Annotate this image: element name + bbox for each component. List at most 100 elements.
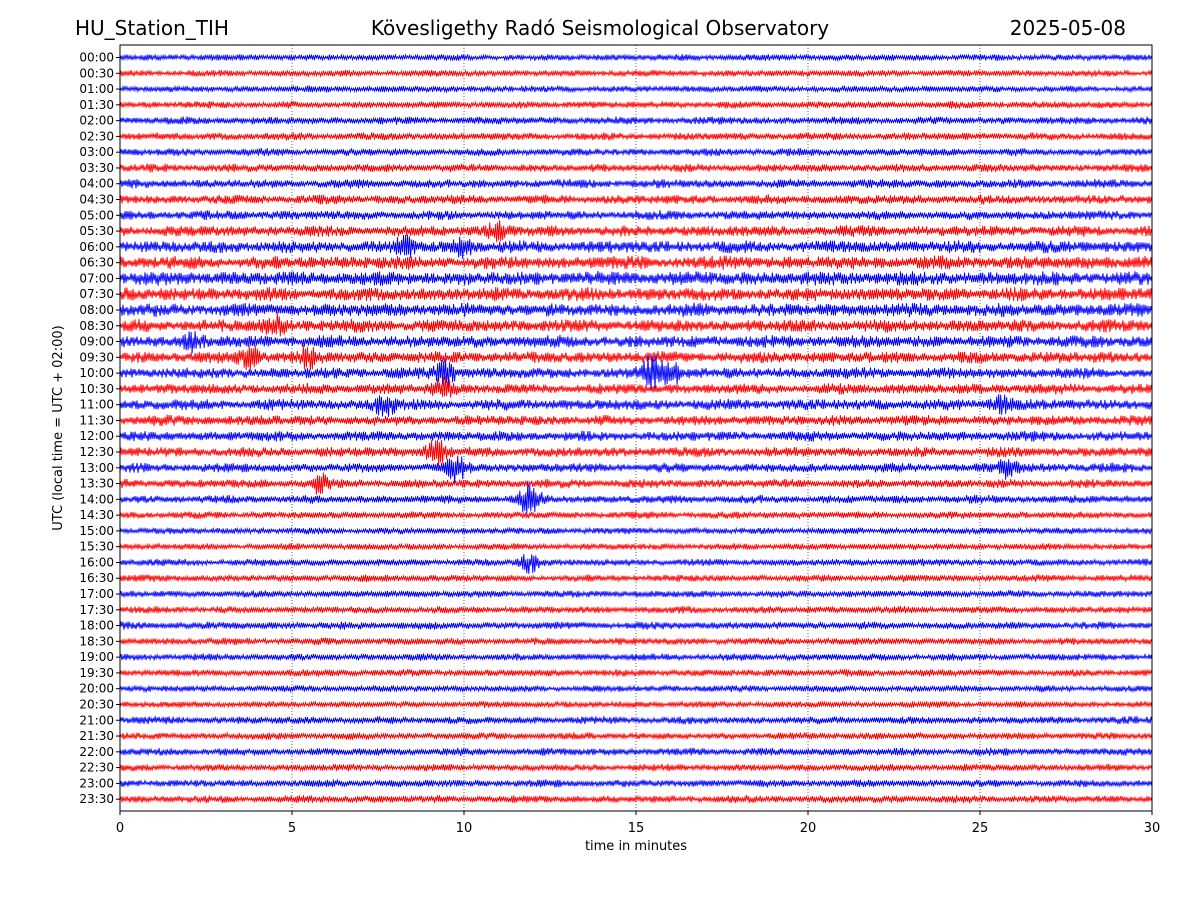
- y-tick-label: 22:00: [79, 745, 114, 759]
- trace-0430: [119, 194, 1153, 205]
- trace-2230: [119, 763, 1153, 773]
- y-tick-label: 09:00: [79, 335, 114, 349]
- y-tick-label: 12:00: [79, 429, 114, 443]
- y-tick-label: 20:00: [79, 682, 114, 696]
- trace-1330: [119, 472, 1153, 495]
- trace-0530: [119, 219, 1153, 243]
- y-tick-label: 05:00: [79, 208, 114, 222]
- y-tick-label: 15:30: [79, 540, 114, 554]
- trace-0000: [119, 53, 1153, 62]
- y-tick-label: 16:00: [79, 555, 114, 569]
- trace-1130: [119, 414, 1153, 427]
- y-tick-label: 07:00: [79, 271, 114, 285]
- y-tick-label: 01:00: [79, 82, 114, 96]
- y-tick-label: 23:30: [79, 792, 114, 806]
- trace-1900: [119, 652, 1153, 662]
- y-tick-label: 13:30: [79, 477, 114, 491]
- x-axis-label: time in minutes: [585, 839, 687, 854]
- trace-2300: [119, 778, 1153, 788]
- y-tick-label: 22:30: [79, 761, 114, 775]
- trace-0800: [119, 302, 1153, 318]
- y-tick-label: 09:30: [79, 350, 114, 364]
- y-tick-label: 19:30: [79, 666, 114, 680]
- trace-1100: [119, 394, 1153, 418]
- y-tick-label: 11:00: [79, 398, 114, 412]
- station-title: HU_Station_TIH: [75, 16, 229, 40]
- trace-0030: [119, 68, 1153, 78]
- trace-2200: [119, 747, 1153, 757]
- y-tick-label: 08:30: [79, 319, 114, 333]
- y-tick-label: 21:00: [79, 713, 114, 727]
- x-tick-labels: 0 5 10 15 20 25 30: [116, 811, 1160, 836]
- trace-1200: [119, 430, 1153, 442]
- x-tick-label: 5: [288, 821, 296, 836]
- y-tick-label: 15:00: [79, 524, 114, 538]
- trace-2330: [119, 794, 1153, 804]
- trace-1830: [119, 636, 1153, 646]
- trace-0330: [119, 163, 1153, 173]
- y-tick-label: 21:30: [79, 729, 114, 743]
- trace-0730: [119, 287, 1153, 302]
- trace-1630: [119, 573, 1153, 583]
- y-tick-label: 00:30: [79, 66, 114, 80]
- trace-0930: [119, 345, 1153, 371]
- y-tick-label: 18:30: [79, 634, 114, 648]
- y-tick-label: 02:00: [79, 114, 114, 128]
- y-tick-label: 00:00: [79, 51, 114, 65]
- y-tick-label: 14:30: [79, 508, 114, 522]
- trace-2000: [119, 684, 1153, 694]
- x-tick-label: 0: [116, 821, 124, 836]
- y-tick-label: 18:00: [79, 619, 114, 633]
- trace-1400: [119, 480, 1153, 515]
- x-tick-label: 25: [972, 821, 989, 836]
- seismogram-traces: [119, 53, 1153, 804]
- x-tick-label: 10: [456, 821, 473, 836]
- trace-0900: [119, 331, 1153, 354]
- y-tick-label: 11:30: [79, 413, 114, 427]
- trace-1800: [119, 620, 1153, 631]
- trace-1530: [119, 542, 1153, 552]
- y-axis-label: UTC (local time = UTC + 02:00): [51, 325, 66, 530]
- trace-0230: [119, 132, 1153, 141]
- trace-2130: [119, 731, 1153, 741]
- trace-1230: [119, 439, 1153, 467]
- trace-1930: [119, 668, 1153, 678]
- trace-2030: [119, 700, 1153, 709]
- y-tick-label: 17:30: [79, 603, 114, 617]
- y-tick-label: 17:00: [79, 587, 114, 601]
- y-tick-label: 12:30: [79, 445, 114, 459]
- y-tick-label: 06:30: [79, 256, 114, 270]
- trace-0700: [119, 270, 1153, 286]
- x-tick-label: 15: [628, 821, 645, 836]
- y-tick-label: 16:30: [79, 571, 114, 585]
- trace-1300: [119, 455, 1153, 485]
- x-tick-label: 20: [800, 821, 817, 836]
- y-tick-label: 10:00: [79, 366, 114, 380]
- y-tick-label: 07:30: [79, 287, 114, 301]
- y-tick-label: 08:00: [79, 303, 114, 317]
- trace-0600: [119, 234, 1153, 260]
- trace-1030: [119, 375, 1153, 398]
- y-tick-label: 01:30: [79, 98, 114, 112]
- trace-0500: [119, 210, 1153, 221]
- trace-0100: [119, 84, 1153, 94]
- trace-0400: [119, 178, 1153, 189]
- trace-1500: [119, 526, 1153, 536]
- trace-1700: [119, 589, 1153, 599]
- y-tick-label: 14:00: [79, 492, 114, 506]
- y-tick-label: 02:30: [79, 129, 114, 143]
- trace-1000: [119, 353, 1153, 391]
- vertical-gridlines: [291, 45, 981, 811]
- trace-1430: [119, 510, 1153, 520]
- trace-0300: [119, 147, 1153, 157]
- observatory-title: Kövesligethy Radó Seismological Observat…: [371, 16, 829, 40]
- y-tick-label: 13:00: [79, 461, 114, 475]
- trace-0830: [119, 312, 1153, 337]
- y-tick-label: 04:30: [79, 193, 114, 207]
- date-title: 2025-05-08: [1010, 16, 1126, 40]
- y-tick-label: 03:30: [79, 161, 114, 175]
- trace-0130: [119, 100, 1153, 110]
- trace-1600: [119, 554, 1153, 574]
